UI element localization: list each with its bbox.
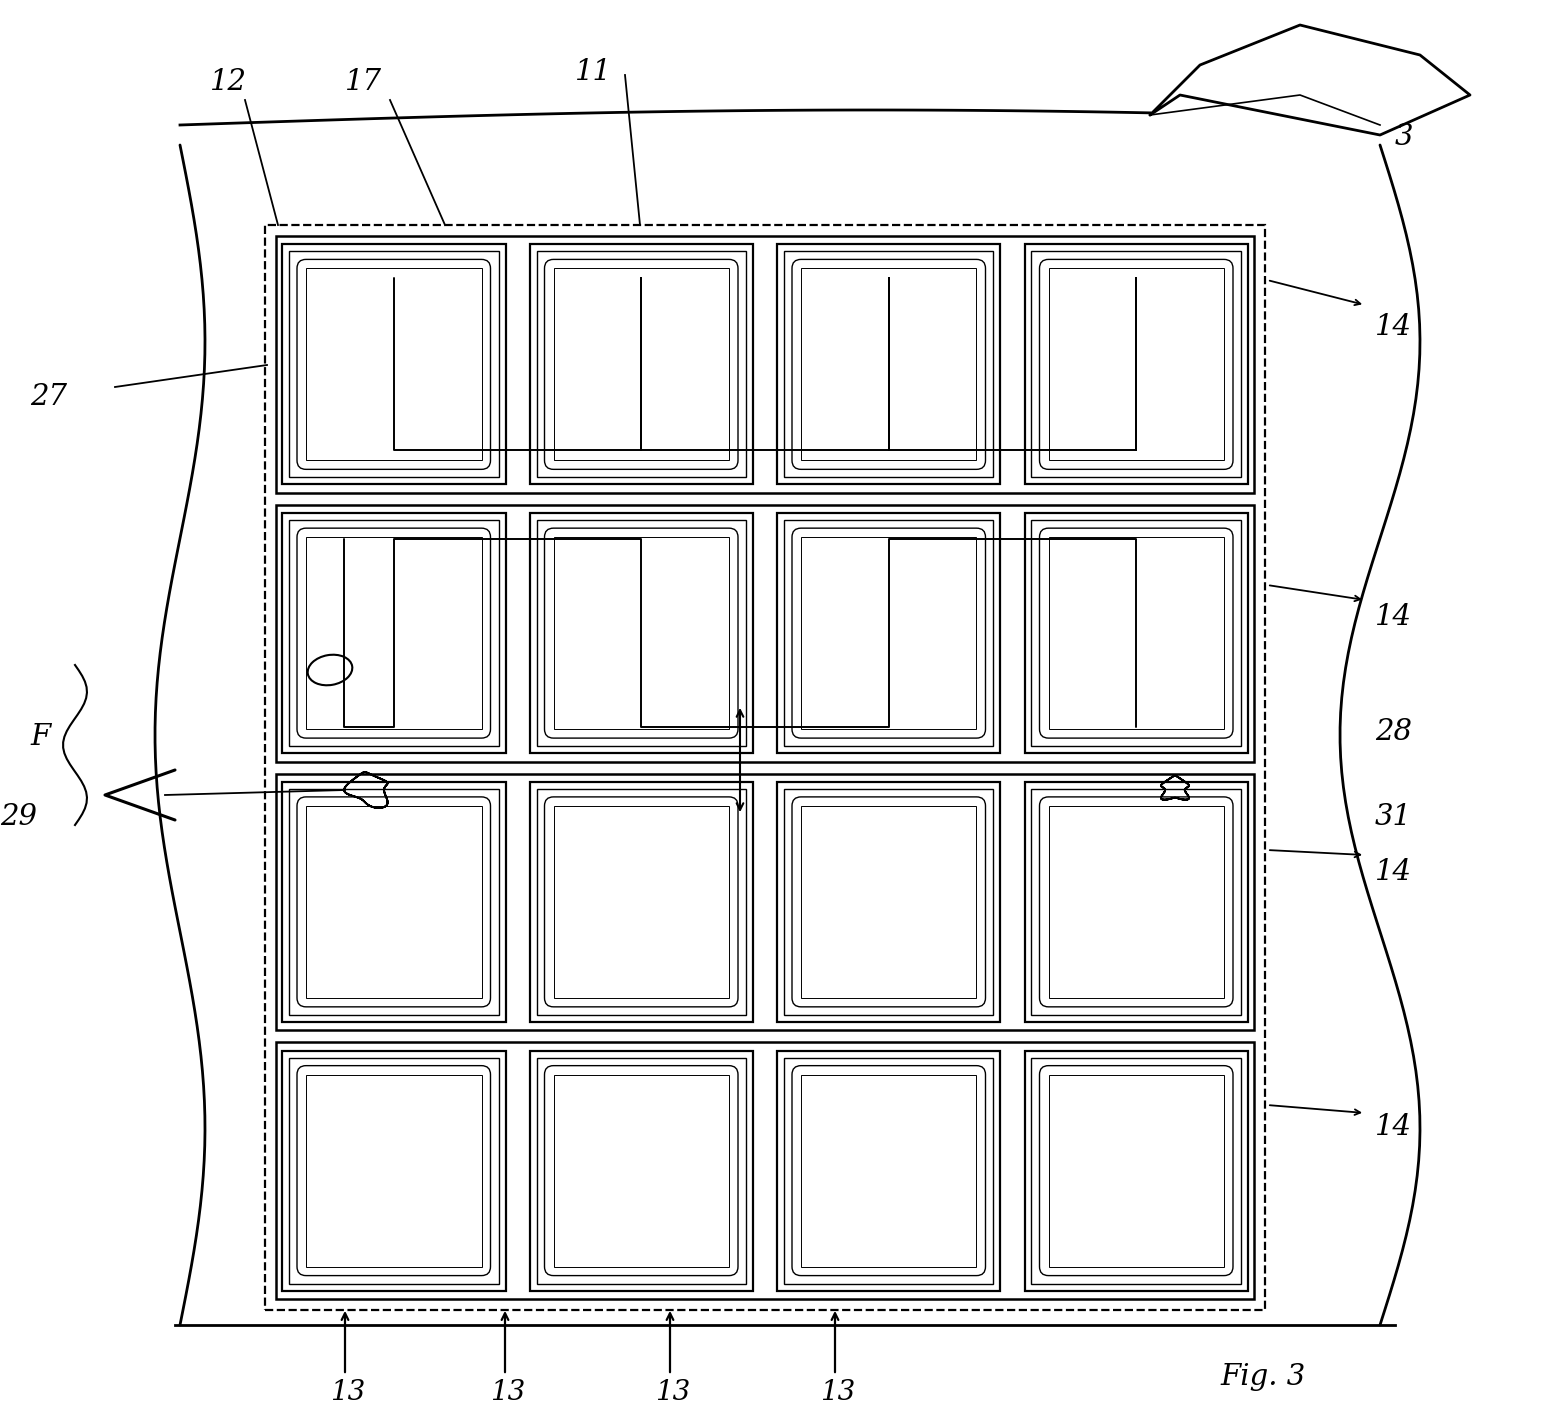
Bar (784, 520, 993, 747)
Text: 12: 12 (210, 68, 247, 95)
Bar (1032, 789, 1242, 1015)
Text: 27: 27 (30, 383, 67, 410)
Text: Fig. 3: Fig. 3 (1220, 1362, 1305, 1391)
Bar (776, 1050, 1001, 1291)
Text: F: F (30, 722, 50, 751)
Bar (307, 1074, 481, 1267)
Bar (282, 1050, 506, 1291)
Bar (289, 520, 498, 747)
Bar (776, 513, 1001, 752)
Text: 14: 14 (1376, 858, 1411, 886)
Bar (265, 225, 1265, 1310)
Bar (537, 520, 745, 747)
Text: 13: 13 (330, 1379, 366, 1406)
Bar (289, 251, 498, 477)
Bar (784, 1057, 993, 1284)
Bar (784, 789, 993, 1015)
Bar (801, 537, 977, 730)
Bar (529, 513, 753, 752)
Text: 29: 29 (0, 804, 37, 831)
Bar (1024, 245, 1248, 485)
Text: 13: 13 (490, 1379, 526, 1406)
Bar (289, 1057, 498, 1284)
Bar (554, 537, 730, 730)
Text: 31: 31 (1376, 804, 1411, 831)
Bar (307, 807, 481, 998)
Bar (529, 245, 753, 485)
Text: 3: 3 (1396, 123, 1413, 151)
Bar (554, 1074, 730, 1267)
Text: 14: 14 (1376, 1113, 1411, 1141)
Bar (1024, 782, 1248, 1022)
Bar (529, 1050, 753, 1291)
Bar (1024, 513, 1248, 752)
Bar (1049, 268, 1225, 460)
Bar (1032, 251, 1242, 477)
Bar (307, 268, 481, 460)
Text: 14: 14 (1376, 314, 1411, 341)
Bar (537, 789, 745, 1015)
Bar (529, 782, 753, 1022)
Bar (1032, 1057, 1242, 1284)
Bar (282, 782, 506, 1022)
Bar (282, 245, 506, 485)
Bar (776, 245, 1001, 485)
Bar (554, 807, 730, 998)
Bar (275, 774, 1254, 1030)
Bar (1024, 1050, 1248, 1291)
Text: 14: 14 (1376, 603, 1411, 631)
Bar (1049, 1074, 1225, 1267)
Bar (307, 537, 481, 730)
Bar (537, 1057, 745, 1284)
Text: 17: 17 (345, 68, 383, 95)
Bar (282, 513, 506, 752)
Bar (289, 789, 498, 1015)
Bar (537, 251, 745, 477)
Text: 28: 28 (1376, 718, 1411, 747)
Text: 11: 11 (576, 58, 612, 86)
Bar (801, 807, 977, 998)
Text: 13: 13 (820, 1379, 856, 1406)
Bar (801, 268, 977, 460)
Bar (1049, 537, 1225, 730)
Text: 13: 13 (655, 1379, 691, 1406)
Bar (1049, 807, 1225, 998)
Bar (275, 237, 1254, 493)
Bar (275, 504, 1254, 761)
Bar (1032, 520, 1242, 747)
Bar (801, 1074, 977, 1267)
Bar (776, 782, 1001, 1022)
Bar (275, 1042, 1254, 1300)
Bar (554, 268, 730, 460)
Bar (784, 251, 993, 477)
